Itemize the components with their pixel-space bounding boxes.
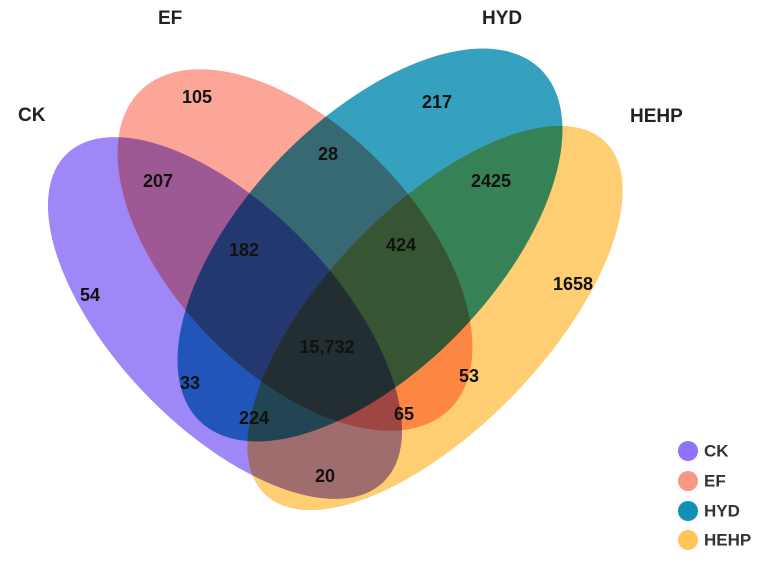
legend-swatch-ef bbox=[678, 471, 698, 491]
set-label-ef: EF bbox=[158, 8, 182, 29]
count-ck-ef-hyd: 182 bbox=[229, 240, 259, 260]
legend: CK EF HYD HEHP bbox=[678, 441, 751, 550]
legend-item-hehp: HEHP bbox=[678, 530, 751, 550]
legend-swatch-ck bbox=[678, 441, 698, 461]
count-ck-hyd: 33 bbox=[180, 373, 200, 393]
count-ef-hehp: 53 bbox=[459, 366, 479, 386]
count-ef-hyd: 28 bbox=[318, 144, 338, 164]
count-ck-hehp: 20 bbox=[315, 466, 335, 486]
count-hyd-hehp: 2425 bbox=[471, 171, 511, 191]
legend-label-hyd: HYD bbox=[704, 501, 740, 520]
legend-label-ef: EF bbox=[704, 471, 726, 490]
count-ef-only: 105 bbox=[182, 87, 212, 107]
count-ck-ef-hehp: 65 bbox=[394, 404, 414, 424]
set-label-hehp: HEHP bbox=[630, 106, 683, 127]
count-ck-only: 54 bbox=[80, 285, 100, 305]
count-hyd-only: 217 bbox=[422, 92, 452, 112]
set-labels: CK EF HYD HEHP bbox=[18, 8, 683, 127]
region-counts: 54 105 217 1658 207 28 2425 182 424 15,7… bbox=[80, 87, 593, 486]
ellipse-hehp bbox=[247, 125, 623, 511]
set-label-hyd: HYD bbox=[482, 8, 522, 29]
set-ellipses bbox=[47, 48, 623, 511]
legend-item-ck: CK bbox=[678, 441, 729, 461]
legend-item-ef: EF bbox=[678, 471, 726, 491]
legend-label-hehp: HEHP bbox=[704, 530, 751, 549]
legend-label-ck: CK bbox=[704, 441, 729, 460]
count-ef-hyd-hehp: 424 bbox=[386, 235, 416, 255]
count-ck-hyd-hehp: 224 bbox=[239, 408, 269, 428]
count-hehp-only: 1658 bbox=[553, 274, 593, 294]
legend-item-hyd: HYD bbox=[678, 501, 740, 521]
count-all-four: 15,732 bbox=[299, 337, 354, 357]
legend-swatch-hyd bbox=[678, 501, 698, 521]
count-ck-ef: 207 bbox=[143, 171, 173, 191]
set-label-ck: CK bbox=[18, 105, 46, 126]
legend-swatch-hehp bbox=[678, 530, 698, 550]
